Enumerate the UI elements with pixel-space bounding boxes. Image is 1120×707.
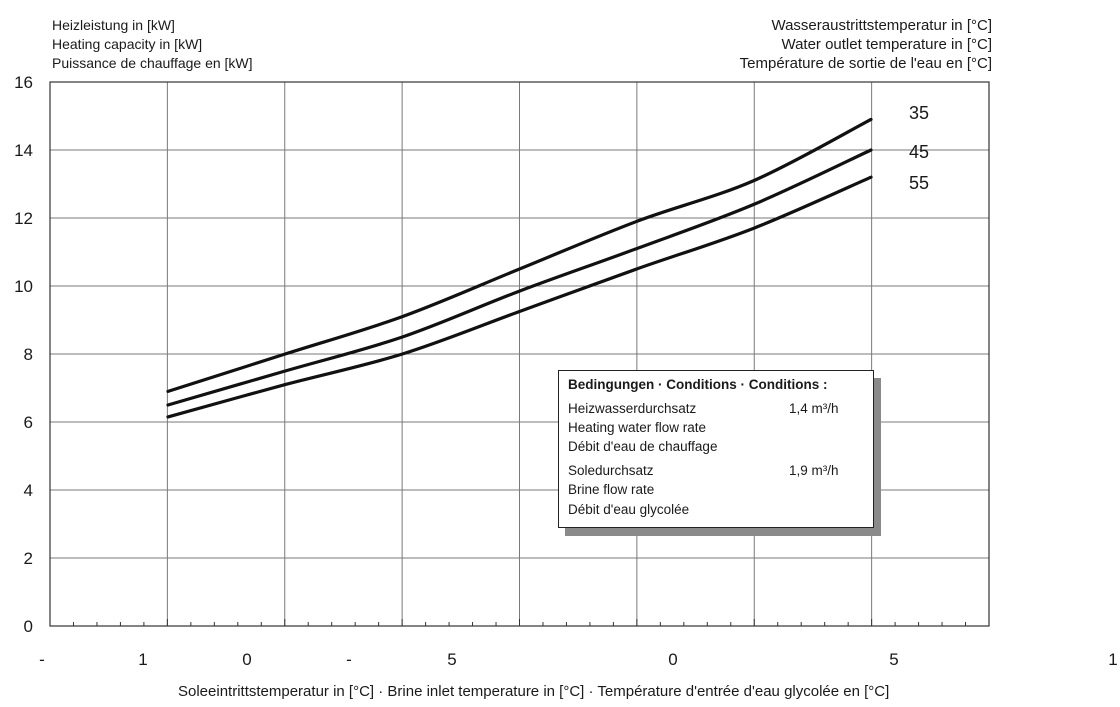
heating-flow-label-fr: Débit d'eau de chauffage: [568, 439, 718, 454]
heating-flow-value: 1,4 m³/h: [789, 401, 839, 416]
series-line-55: [166, 175, 873, 419]
x-tick-label: 1: [1108, 650, 1117, 669]
y-tick-label: 16: [14, 73, 33, 92]
y-tick-label: 8: [24, 345, 33, 364]
brine-flow-label-de: Soledurchsatz: [568, 463, 654, 478]
y-label-fr: Puissance de chauffage en [kW]: [52, 55, 253, 71]
x-tick-label: 5: [889, 650, 898, 669]
y-axis-label: Heizleistung in [kW] Heating capacity in…: [52, 16, 253, 73]
y-tick-label: 4: [24, 481, 33, 500]
heating-flow-label-de: Heizwasserdurchsatz: [568, 401, 697, 416]
y-tick-label: 6: [24, 413, 33, 432]
y-tick-label: 10: [14, 277, 33, 296]
y-tick-label: 12: [14, 209, 33, 228]
series-line-35: [166, 117, 873, 393]
legend-title-de: Wasseraustrittstemperatur in [°C]: [771, 17, 992, 34]
conditions-box: Bedingungen · Conditions · Conditions : …: [558, 370, 874, 528]
legend-title-fr: Température de sortie de l'eau en [°C]: [739, 55, 992, 72]
series-label-55: 55: [909, 173, 929, 193]
x-tick-label: -: [346, 650, 352, 669]
x-tick-label: 0: [242, 650, 251, 669]
series-label-35: 35: [909, 103, 929, 123]
brine-flow-value: 1,9 m³/h: [789, 463, 839, 478]
legend-title: Wasseraustrittstemperatur in [°C] Water …: [740, 16, 992, 73]
brine-flow-label-fr: Débit d'eau glycolée: [568, 502, 690, 517]
y-label-en: Heating capacity in [kW]: [52, 36, 203, 52]
x-axis-label: Soleeintrittstemperatur in [°C] · Brine …: [178, 683, 890, 700]
x-tick-label: 5: [447, 650, 456, 669]
y-tick-label: 2: [24, 549, 33, 568]
y-tick-label: 0: [24, 617, 33, 636]
heating-flow-label-en: Heating water flow rate: [568, 420, 707, 435]
x-tick-label: -: [39, 650, 45, 669]
series-label-45: 45: [909, 142, 929, 162]
x-tick-label: 1: [138, 650, 147, 669]
y-label-de: Heizleistung in [kW]: [52, 17, 175, 33]
y-tick-label: 14: [14, 141, 33, 160]
legend-title-en: Water outlet temperature in [°C]: [781, 36, 992, 53]
x-tick-label: 0: [668, 650, 677, 669]
series-line-45: [166, 148, 873, 407]
brine-flow-label-en: Brine flow rate: [568, 482, 655, 497]
conditions-title: Bedingungen · Conditions · Conditions :: [568, 377, 828, 392]
